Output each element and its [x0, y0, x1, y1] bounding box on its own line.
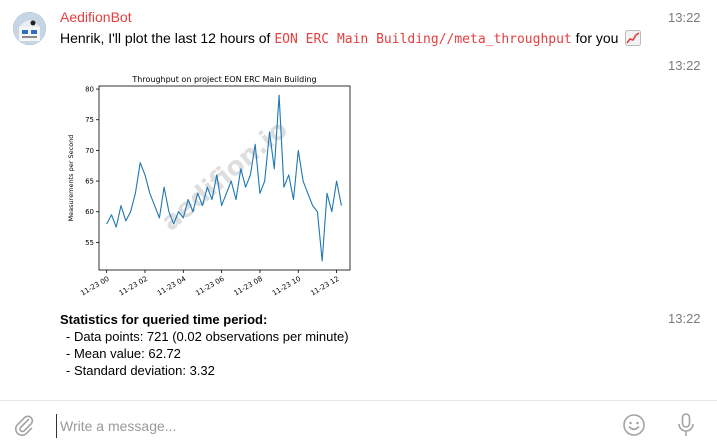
- throughput-chart: Throughput on project EON ERC Main Build…: [67, 75, 351, 298]
- throughput-chart-image[interactable]: Throughput on project EON ERC Main Build…: [58, 70, 358, 300]
- datapoint-code: EON ERC Main Building//meta_throughput: [274, 32, 572, 47]
- chart-x-tick-label: 11-23 10: [271, 275, 302, 298]
- chart-x-tick-label: 11-23 02: [118, 275, 149, 298]
- chart-x-tick-label: 11-23 12: [309, 275, 340, 298]
- chart-title: Throughput on project EON ERC Main Build…: [131, 75, 316, 84]
- chart-y-tick-label: 70: [85, 147, 94, 155]
- smiley-icon[interactable]: [622, 413, 646, 437]
- statistics-block: Statistics for queried time period: - Da…: [60, 311, 349, 379]
- chart-y-tick-label: 60: [85, 208, 94, 216]
- robot-avatar-icon: [13, 12, 46, 45]
- statistics-line: - Standard deviation: 3.32: [66, 363, 215, 378]
- chart-y-tick-label: 55: [85, 239, 94, 247]
- chart-x-tick-label: 11-23 06: [194, 275, 226, 298]
- message-time: 13:22: [668, 311, 701, 326]
- message-text-part: Henrik, I'll plot the last 12 hours of: [60, 30, 275, 46]
- chart-y-axis-label: Measurements per Second: [67, 135, 75, 222]
- sender-name[interactable]: AedifionBot: [60, 9, 132, 25]
- message-text-part: for you: [571, 30, 619, 46]
- statistics-line: - Mean value: 62.72: [66, 346, 181, 361]
- statistics-line: - Data points: 721 (0.02 observations pe…: [66, 329, 349, 344]
- chart-increasing-emoji-icon: [625, 30, 642, 46]
- chart-watermark: aedifion.io: [156, 115, 294, 238]
- microphone-icon[interactable]: [674, 412, 698, 438]
- avatar[interactable]: [13, 12, 46, 45]
- chart-y-tick-label: 80: [85, 86, 94, 94]
- chart-series-line: [106, 94, 342, 262]
- paperclip-icon[interactable]: [12, 413, 36, 437]
- chart-x-tick-label: 11-23 08: [233, 275, 264, 298]
- message-time: 13:22: [668, 58, 701, 73]
- statistics-title: Statistics for queried time period:: [60, 312, 268, 327]
- chart-x-tick-label: 11-23 04: [156, 275, 188, 298]
- chart-y-tick-label: 65: [85, 178, 94, 186]
- composer-divider: [0, 400, 717, 401]
- message-text: Henrik, I'll plot the last 12 hours of E…: [60, 30, 642, 47]
- chart-y-tick-label: 75: [85, 116, 94, 124]
- message-time: 13:22: [668, 10, 701, 25]
- message-input[interactable]: [56, 414, 602, 438]
- chart-frame: [98, 85, 351, 271]
- chart-x-tick-label: 11-23 00: [79, 275, 110, 298]
